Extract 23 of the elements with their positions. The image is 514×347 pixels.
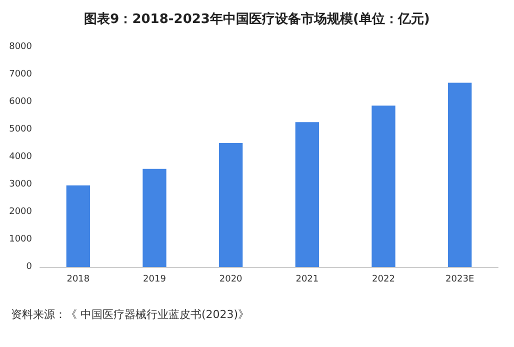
bar xyxy=(372,106,396,267)
x-tick-label: 2018 xyxy=(66,274,90,284)
y-tick-label: 3000 xyxy=(9,180,32,190)
bar xyxy=(142,168,166,267)
bar xyxy=(219,142,243,267)
bar xyxy=(448,82,472,267)
bar xyxy=(295,122,319,267)
x-tick-label: 2019 xyxy=(143,274,166,284)
x-tick-label: 2020 xyxy=(219,274,243,284)
bar xyxy=(66,185,90,267)
y-tick-label: 2000 xyxy=(9,207,32,217)
x-tick-label: 2023E xyxy=(446,274,474,284)
x-tick-label: 2021 xyxy=(296,274,319,284)
y-tick-label: 5000 xyxy=(9,124,32,134)
y-tick-label: 8000 xyxy=(9,42,32,52)
x-tick-label: 2022 xyxy=(372,274,395,284)
y-tick-label: 7000 xyxy=(9,70,32,80)
y-tick-label: 6000 xyxy=(9,97,32,107)
text: 资料来源：《 中国医疗器械行业蓝皮书(2023)》 xyxy=(11,308,250,321)
y-tick-label: 0 xyxy=(26,262,32,272)
y-tick-label: 1000 xyxy=(9,234,32,244)
y-tick-label: 4000 xyxy=(9,152,32,162)
chart-title: 图表9：2018-2023年中国医疗设备市场规模(单位：亿元) xyxy=(84,11,430,27)
